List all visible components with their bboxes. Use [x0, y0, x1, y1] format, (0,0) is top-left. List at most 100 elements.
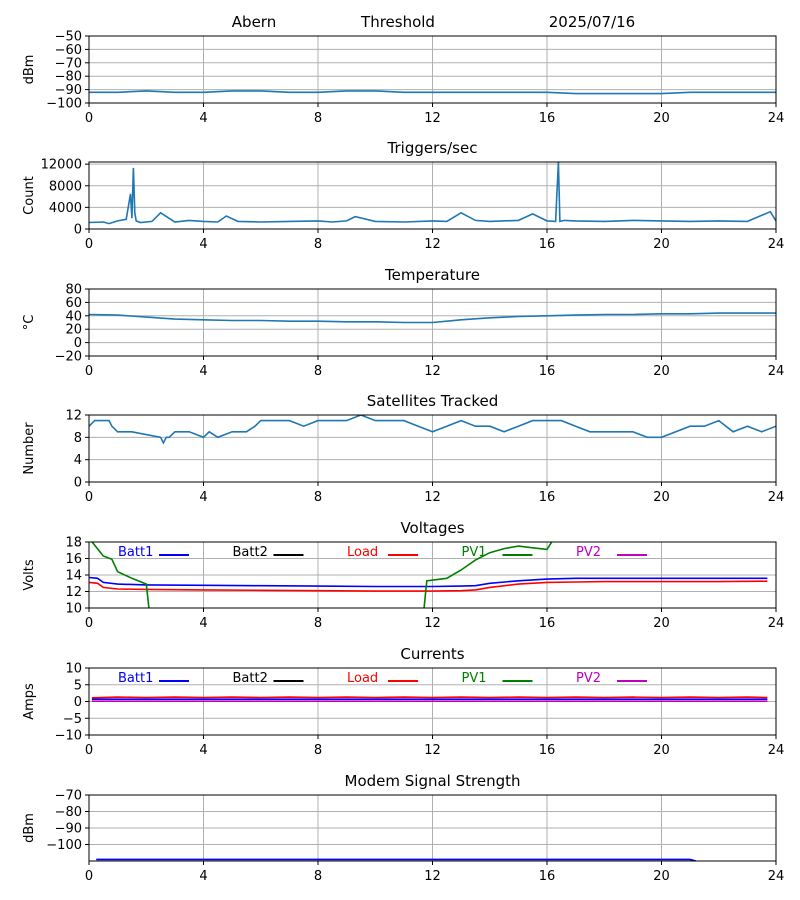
legend-label-load: Load: [347, 671, 378, 686]
x-tick-label: 24: [768, 869, 785, 884]
y-tick-label: 12: [65, 585, 82, 600]
y-tick-label: 20: [65, 323, 82, 338]
x-tick-label: 20: [653, 237, 670, 252]
chart-title-voltages: Voltages: [400, 519, 464, 537]
x-tick-label: 12: [424, 237, 441, 252]
legend-label-pv1: PV1: [462, 545, 487, 560]
y-tick-label: 14: [65, 569, 82, 584]
y-tick-label: 10: [65, 602, 82, 617]
x-tick-label: 20: [653, 111, 670, 126]
y-tick-label: −80: [55, 805, 82, 820]
y-tick-label: −50: [55, 30, 82, 45]
x-tick-label: 12: [424, 111, 441, 126]
x-tick-label: 24: [768, 490, 785, 505]
legend-label-batt1: Batt1: [118, 671, 153, 686]
y-axis-label: dBm: [22, 55, 37, 85]
y-tick-label: −90: [55, 83, 82, 98]
x-tick-label: 0: [85, 111, 93, 126]
x-tick-label: 4: [199, 364, 207, 379]
header-date: 2025/07/16: [549, 13, 635, 31]
panel-threshold: 0 4 8 12 16 20 24 −100−90−80−70−60−50 dBm: [22, 30, 784, 127]
y-axis-label: Volts: [22, 559, 37, 591]
y-axis-label: Amps: [22, 683, 37, 720]
y-tick-label: 4000: [49, 201, 82, 216]
x-tick-label: 24: [768, 616, 785, 631]
series-line-load: [89, 580, 768, 592]
series-line-satellites: [89, 415, 776, 445]
x-tick-label: 0: [85, 237, 93, 252]
y-tick-label: 5: [74, 678, 82, 693]
x-tick-label: 12: [424, 490, 441, 505]
y-axis-label: Number: [22, 422, 37, 475]
y-tick-label: 10: [65, 662, 82, 677]
y-axis-label: Count: [22, 176, 37, 215]
series-line-load: [91, 696, 768, 699]
series-line-batt1: [89, 576, 768, 588]
x-tick-label: 16: [539, 111, 556, 126]
y-tick-label: −70: [55, 56, 82, 71]
x-tick-label: 20: [653, 616, 670, 631]
x-tick-label: 0: [85, 490, 93, 505]
x-tick-label: 20: [653, 364, 670, 379]
series-line-threshold: [89, 90, 776, 95]
series-line-pv1: [91, 542, 553, 608]
chart-title-temperature: Temperature: [384, 266, 480, 284]
y-tick-label: 40: [65, 309, 82, 324]
y-tick-label: 0: [74, 336, 82, 351]
x-tick-label: 16: [539, 490, 556, 505]
x-tick-label: 0: [85, 364, 93, 379]
x-tick-label: 16: [539, 743, 556, 758]
legend-label-pv2: PV2: [576, 545, 601, 560]
y-tick-label: −90: [55, 822, 82, 837]
x-tick-label: 24: [768, 111, 785, 126]
legend-label-batt2: Batt2: [233, 545, 268, 560]
chart-title-satellites: Satellites Tracked: [367, 392, 498, 410]
x-tick-label: 24: [768, 237, 785, 252]
x-tick-label: 8: [314, 237, 322, 252]
x-tick-label: 12: [424, 743, 441, 758]
x-tick-label: 4: [199, 616, 207, 631]
x-tick-label: 24: [768, 743, 785, 758]
x-tick-label: 12: [424, 869, 441, 884]
y-tick-label: −20: [55, 350, 82, 365]
y-axis-label: °C: [22, 315, 37, 331]
x-tick-label: 16: [539, 237, 556, 252]
y-tick-label: −10: [55, 729, 82, 744]
chart-title-modem: Modem Signal Strength: [345, 772, 521, 790]
y-tick-label: 16: [65, 552, 82, 567]
series-line-modem: [96, 858, 697, 861]
y-tick-label: −60: [55, 43, 82, 58]
y-tick-label: 60: [65, 296, 82, 311]
y-tick-label: 80: [65, 283, 82, 298]
chart-title-triggers: Triggers/sec: [387, 139, 478, 157]
x-tick-label: 8: [314, 364, 322, 379]
x-tick-label: 4: [199, 237, 207, 252]
series-line-triggers: [89, 162, 776, 225]
x-tick-label: 0: [85, 743, 93, 758]
x-tick-label: 20: [653, 869, 670, 884]
x-tick-label: 8: [314, 869, 322, 884]
y-tick-label: 8000: [49, 179, 82, 194]
y-tick-label: 0: [74, 223, 82, 238]
x-tick-label: 8: [314, 111, 322, 126]
y-axis-label: dBm: [22, 813, 37, 843]
y-tick-label: 12: [65, 409, 82, 424]
x-tick-label: 4: [199, 869, 207, 884]
panel-modem: 0 4 8 12 16 20 24 −100−90 −80−70 Modem Signal Str…: [22, 772, 784, 884]
x-tick-label: 8: [314, 490, 322, 505]
header-station: Abern: [232, 13, 276, 31]
x-tick-label: 0: [85, 616, 93, 631]
y-tick-label: −5: [63, 712, 82, 727]
x-tick-label: 16: [539, 364, 556, 379]
y-tick-label: 0: [74, 476, 82, 491]
panel-satellites: 0 4 8 12 16 20 24 0 4 8 12 Satellites Tracked Number: [22, 392, 784, 505]
x-tick-label: 4: [199, 490, 207, 505]
y-tick-label: 4: [74, 453, 82, 468]
y-tick-label: 8: [74, 431, 82, 446]
panel-currents: 0 4 8 12 16 20 24 −10 −5 0 510 Currents Amps Batt1 Bat…: [22, 645, 784, 758]
legend-label-batt2: Batt2: [233, 671, 268, 686]
x-tick-label: 12: [424, 364, 441, 379]
legend-label-load: Load: [347, 545, 378, 560]
